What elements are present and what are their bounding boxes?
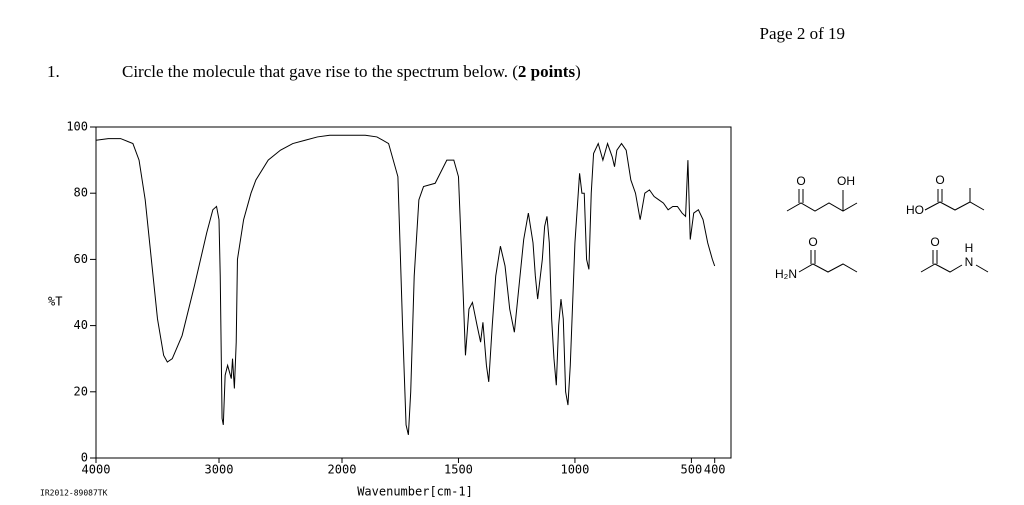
atom-label: O [930,235,939,249]
atom-label: N [965,255,974,269]
molecule-4: O H N [920,235,989,273]
y-tick-label: 20 [74,384,88,398]
question-text-start: Circle the molecule that gave rise to th… [122,62,518,81]
y-tick-label: 40 [74,318,88,332]
molecule-2: O HO [906,173,985,217]
question-number: 1. [47,62,60,81]
spectrum-code: IR2012-89087TK [40,489,108,498]
atom-label: O [808,235,817,249]
bond [924,201,985,211]
x-tick-label: 2000 [328,463,357,477]
x-tick-label: 3000 [205,463,234,477]
atom-label: H [965,241,974,255]
x-tick-label: 400 [704,463,726,477]
y-tick-label: 60 [74,252,88,266]
bond [975,264,989,273]
atom-label: O [935,173,944,187]
x-tick-label: 1000 [560,463,589,477]
question-text: Circle the molecule that gave rise to th… [122,62,581,81]
atom-label: HO [906,203,924,217]
page-number: Page 2 of 19 [760,24,845,43]
atom-label: H₂N [775,267,797,281]
spectrum-line [95,134,716,435]
bond [786,202,858,212]
atom-label: OH [837,174,855,188]
bond [920,263,963,273]
y-tick-label: 0 [81,451,88,465]
bond [798,263,858,273]
plot-frame [95,126,732,459]
atom-label: O [796,174,805,188]
x-axis-label: Wavenumber[cm-1] [357,485,473,499]
y-tick-label: 80 [74,186,88,200]
question-text-end: ) [575,62,581,81]
x-tick-label: 500 [681,463,703,477]
question-points: 2 points [518,62,576,81]
molecule-3: O H₂N [775,235,858,281]
y-tick-label: 100 [66,120,88,134]
molecule-1: O OH [786,174,858,212]
x-tick-label: 1500 [444,463,473,477]
y-axis-label: %T [48,295,62,309]
x-tick-label: 4000 [82,463,111,477]
spectrum-chart: %T Wavenumber[cm-1] IR2012-89087TK 0 20 40… [40,120,732,499]
